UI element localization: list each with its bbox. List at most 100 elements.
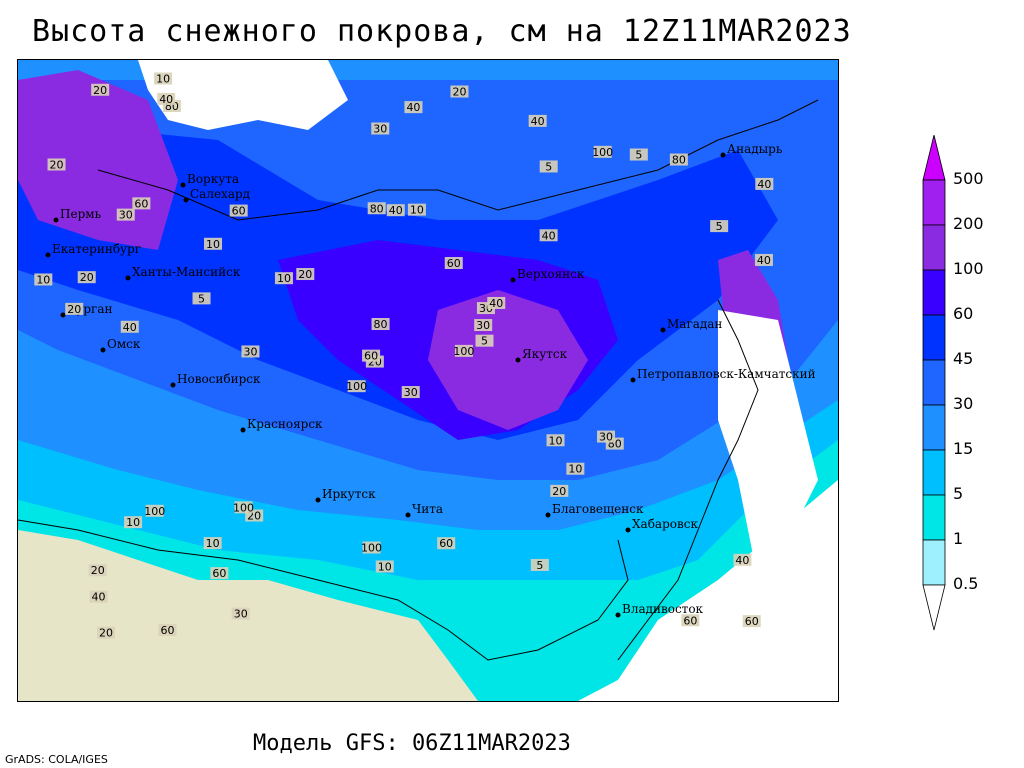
contour-label-bg (347, 380, 366, 393)
city-label: Якутск (522, 347, 568, 361)
contour-label-bg (669, 153, 688, 166)
legend-swatch (922, 269, 946, 316)
contour-label: 100 (361, 542, 382, 555)
city-label: Пермь (60, 207, 102, 221)
city-label: Хабаровск (632, 517, 698, 531)
contour-label: 80 (370, 202, 384, 215)
contour-label: 10 (206, 238, 220, 251)
contour-label: 20 (80, 271, 94, 284)
legend-level-label: 5 (953, 484, 963, 503)
contour-label: 10 (549, 434, 563, 447)
city-marker (170, 382, 176, 388)
contour-label-bg (546, 434, 565, 447)
sea-area-japan (578, 480, 838, 701)
city-marker (100, 347, 106, 353)
legend-level-label: 60 (953, 304, 973, 323)
contour-label: 5 (536, 559, 543, 572)
contour-label-bg (157, 92, 176, 105)
contour-label-bg (593, 145, 612, 158)
city-marker (315, 497, 321, 503)
contour-label-bg (241, 345, 260, 358)
legend-level-label: 200 (953, 214, 984, 233)
city-marker (625, 527, 631, 533)
contour-label: 20 (452, 85, 466, 98)
contour-label-bg (145, 504, 164, 517)
contour-label: 60 (232, 205, 246, 218)
contour-label-bg (539, 229, 558, 242)
contour-label-bg (203, 537, 222, 550)
city-marker (405, 512, 411, 518)
contour-label-bg (755, 177, 774, 190)
city-label: Магадан (667, 317, 722, 331)
city-label: Ханты-Мансийск (132, 265, 241, 279)
contour-label-bg (629, 148, 648, 161)
contour-labels-layer: 30 30 20 20 30 20 40 10 5 100 80 60 40 40 100 40 60 80 60 1… (34, 72, 774, 640)
contour-label-bg (475, 334, 494, 347)
contour-label: 40 (389, 204, 403, 217)
contour-label-bg (362, 541, 381, 554)
legend-swatch (922, 314, 946, 361)
contour-label: 100 (144, 505, 165, 518)
contour-label-bg (566, 462, 585, 475)
contour-label: 60 (683, 614, 697, 627)
legend-level-label: 100 (953, 259, 984, 278)
city-marker (180, 182, 186, 188)
contour-label-bg (120, 320, 139, 333)
contour-label-bg (754, 253, 773, 266)
contour-label: 100 (592, 146, 613, 159)
city-label: Иркутск (322, 487, 376, 501)
contour-label-bg (124, 516, 143, 529)
contour-label-bg (47, 158, 66, 171)
legend-arrow-bottom (922, 584, 946, 631)
contour-label-bg (210, 567, 229, 580)
contour-label-bg (132, 197, 151, 210)
contour-label: 40 (531, 115, 545, 128)
contour-label: 20 (552, 485, 566, 498)
contour-label: 80 (672, 154, 686, 167)
contour-label: 30 (243, 345, 257, 358)
contour-label-bg (231, 607, 250, 620)
city-marker (515, 357, 521, 363)
contour-label: 20 (67, 303, 81, 316)
map-canvas: ПермьЕкатеринбургКурганОмскХанты-Мансийс… (18, 60, 838, 701)
city-label: Салехард (190, 187, 250, 201)
legend-level-label: 15 (953, 439, 973, 458)
legend-swatch (922, 179, 946, 226)
contour-label-bg (404, 101, 423, 114)
contour-label-bg (550, 484, 569, 497)
contour-label: 30 (404, 386, 418, 399)
legend-arrow-top (922, 135, 946, 181)
city-marker (720, 152, 726, 158)
contour-label-bg (296, 268, 315, 281)
legend-level-label: 1 (953, 529, 963, 548)
contour-label: 10 (206, 537, 220, 550)
contour-label-bg (91, 83, 110, 96)
contour-label: 5 (198, 292, 205, 305)
contour-label-bg (681, 614, 700, 627)
sea-area (138, 60, 348, 130)
contour-label: 10 (378, 560, 392, 573)
contour-label-bg (375, 560, 394, 573)
contour-label: 5 (481, 335, 488, 348)
contour-label-bg (454, 344, 473, 357)
contour-label: 5 (635, 149, 642, 162)
contour-label: 10 (156, 73, 170, 86)
contour-label: 10 (568, 463, 582, 476)
contour-label: 30 (476, 319, 490, 332)
legend-swatch (922, 224, 946, 271)
contour-label-bg (401, 386, 420, 399)
sea-area-east (718, 310, 818, 580)
contour-label: 100 (233, 501, 254, 514)
contour-label: 30 (599, 431, 613, 444)
legend-swatch (922, 494, 946, 541)
contour-label: 20 (298, 268, 312, 281)
legend-swatch (922, 539, 946, 586)
city-label: Чита (412, 502, 443, 516)
city-marker (615, 612, 621, 618)
contour-label-bg (192, 292, 211, 305)
contour-label: 10 (410, 204, 424, 217)
contour-label: 30 (373, 123, 387, 136)
city-label: Красноярск (247, 417, 323, 431)
city-label: Екатеринбург (52, 242, 141, 256)
contour-label-bg (229, 204, 248, 217)
